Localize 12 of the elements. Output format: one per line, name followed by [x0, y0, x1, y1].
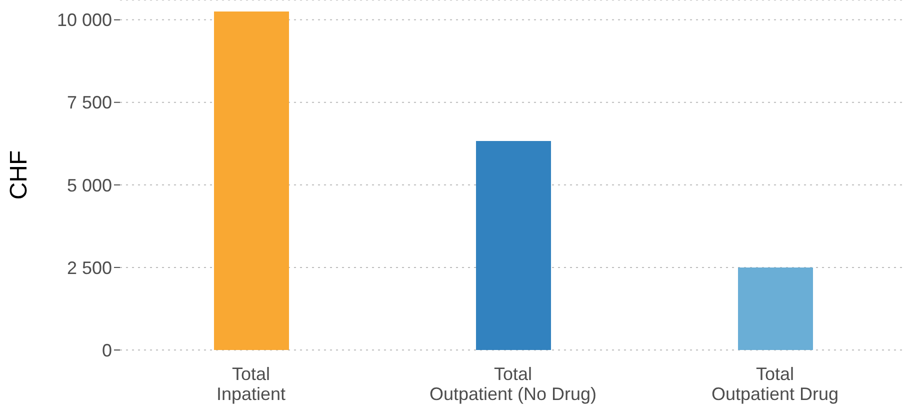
x-tick-label: Total Inpatient — [216, 364, 286, 404]
y-tick-label: 10 000 — [56, 10, 112, 30]
bar — [476, 140, 551, 350]
x-tick-label: Total Outpatient Drug — [711, 364, 839, 404]
y-tick-label: 7 500 — [66, 92, 112, 113]
bar — [214, 12, 289, 350]
y-tick-label: 5 000 — [66, 175, 112, 196]
bar — [738, 267, 813, 350]
x-tick-label: Total Outpatient (No Drug) — [429, 364, 597, 404]
y-tick-label: 0 — [102, 340, 112, 360]
y-axis-title: CHF — [6, 150, 33, 200]
y-tick-label: 2 500 — [66, 258, 112, 278]
